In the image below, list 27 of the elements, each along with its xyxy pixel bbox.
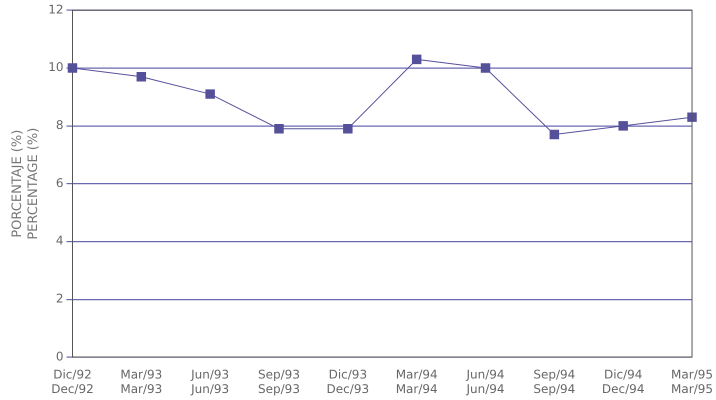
point [136, 72, 146, 82]
x-tick-label: Jun/93 Jun/93 [190, 368, 230, 396]
point [343, 124, 353, 134]
y-tick-label: 12 [48, 2, 64, 16]
x-tick-label: Mar/93 Mar/93 [120, 368, 162, 396]
point [687, 112, 697, 122]
x-tick-label: Dic/94 Dec/94 [602, 368, 644, 396]
point [550, 130, 560, 140]
y-tick-label: 0 [56, 349, 64, 364]
y-tick-label: 4 [56, 234, 64, 248]
y-tick-label: 8 [56, 118, 64, 132]
x-tick-label: Sep/94 Sep/94 [533, 368, 576, 396]
x-tick-label: Mar/95 Mar/95 [671, 368, 713, 396]
point [274, 124, 284, 134]
x-tick-label: Sep/93 Sep/93 [258, 368, 300, 396]
x-tick-label: Dic/92 Dec/92 [51, 368, 94, 396]
x-tick-label: Jun/94 Jun/94 [465, 368, 505, 396]
x-tick-label: Mar/94 Mar/94 [396, 368, 438, 396]
y-tick-label: 6 [56, 176, 64, 190]
y-tick-label: 2 [56, 291, 64, 306]
y-axis-title: PORCENTAJE (%) PERCENTAGE (%) [10, 128, 41, 240]
y-tick-label: 10 [48, 60, 64, 74]
point [480, 63, 490, 73]
point [205, 89, 215, 99]
point [412, 54, 422, 64]
x-tick-label: Dic/93 Dec/93 [326, 368, 370, 396]
point [618, 121, 628, 131]
